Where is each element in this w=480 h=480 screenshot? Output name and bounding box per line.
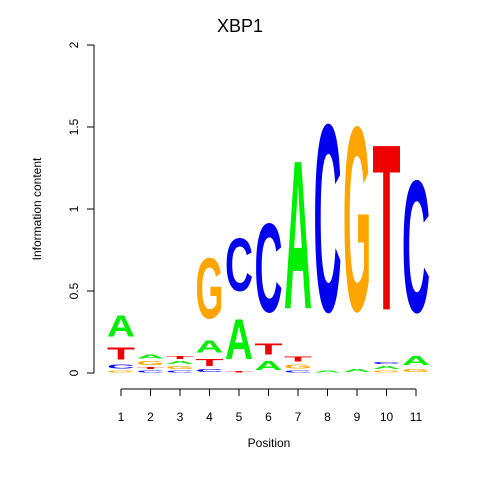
- letter-A: A: [107, 309, 135, 343]
- x-tick-label: 5: [236, 410, 243, 424]
- letter-C: C: [136, 370, 164, 373]
- letter-C: C: [107, 363, 135, 370]
- y-tick-label: 0.5: [67, 282, 81, 299]
- letter-G: G: [107, 370, 135, 373]
- letter-A: A: [136, 353, 164, 360]
- letter-A: A: [284, 118, 312, 355]
- y-tick-label: 2: [67, 41, 81, 48]
- letter-A: A: [166, 360, 194, 365]
- letter-G: G: [284, 363, 312, 369]
- stack-position-9: AG: [343, 72, 371, 373]
- y-tick-label: 1: [67, 205, 81, 212]
- letter-G: G: [166, 365, 194, 370]
- letter-T: T: [166, 355, 194, 360]
- x-tick-label: 10: [380, 410, 394, 424]
- x-tick-label: 6: [265, 410, 272, 424]
- x-tick-label: 3: [177, 410, 184, 424]
- letter-T: T: [107, 344, 135, 363]
- letter-C: C: [255, 197, 283, 339]
- y-tick-label: 1.5: [67, 118, 81, 135]
- letter-A: A: [225, 308, 253, 371]
- y-axis: 0 0.5 1 1.5 2: [67, 41, 95, 376]
- letter-G: G: [343, 72, 371, 366]
- letter-T: T: [284, 355, 312, 363]
- x-tick-label: 11: [410, 410, 423, 424]
- chart-title: XBP1: [217, 16, 263, 36]
- letter-A: A: [373, 365, 401, 370]
- stack-position-5: TAC: [225, 223, 253, 373]
- letter-G: G: [137, 360, 165, 366]
- x-tick-label: 8: [324, 410, 331, 424]
- letter-T: T: [373, 95, 401, 360]
- letter-C: C: [225, 223, 253, 307]
- letter-C: C: [313, 69, 341, 369]
- x-tick-label: 4: [206, 410, 213, 424]
- stack-position-6: ATC: [255, 197, 283, 373]
- x-tick-label: 2: [147, 410, 154, 424]
- letter-G: G: [373, 370, 401, 373]
- x-tick-label: 1: [118, 410, 125, 424]
- letter-A: A: [196, 338, 224, 357]
- x-tick-label: 7: [295, 410, 302, 424]
- letter-T: T: [255, 341, 283, 359]
- y-tick-label: 0: [67, 369, 81, 376]
- letter-T: T: [225, 371, 253, 373]
- letter-G: G: [402, 368, 430, 373]
- stack-position-8: AC: [313, 69, 341, 373]
- letter-G: G: [196, 241, 224, 338]
- x-axis: 1 2 3 4 5 6 7 8 9 10 11: [118, 388, 423, 424]
- letter-A: A: [255, 359, 283, 374]
- stack-position-11: GAC: [402, 141, 430, 373]
- letter-C: C: [402, 141, 430, 352]
- letter-A: A: [402, 354, 430, 369]
- letter-T: T: [136, 366, 164, 369]
- letter-C: C: [284, 370, 312, 373]
- x-axis-label: Position: [248, 436, 291, 450]
- letter-C: C: [372, 361, 400, 364]
- letter-A: A: [313, 370, 341, 373]
- letter-C: C: [166, 370, 194, 373]
- letter-T: T: [196, 357, 224, 368]
- y-axis-label: Information content: [30, 157, 44, 260]
- letter-C: C: [196, 368, 224, 373]
- x-tick-label: 9: [354, 410, 361, 424]
- letter-A: A: [343, 368, 371, 373]
